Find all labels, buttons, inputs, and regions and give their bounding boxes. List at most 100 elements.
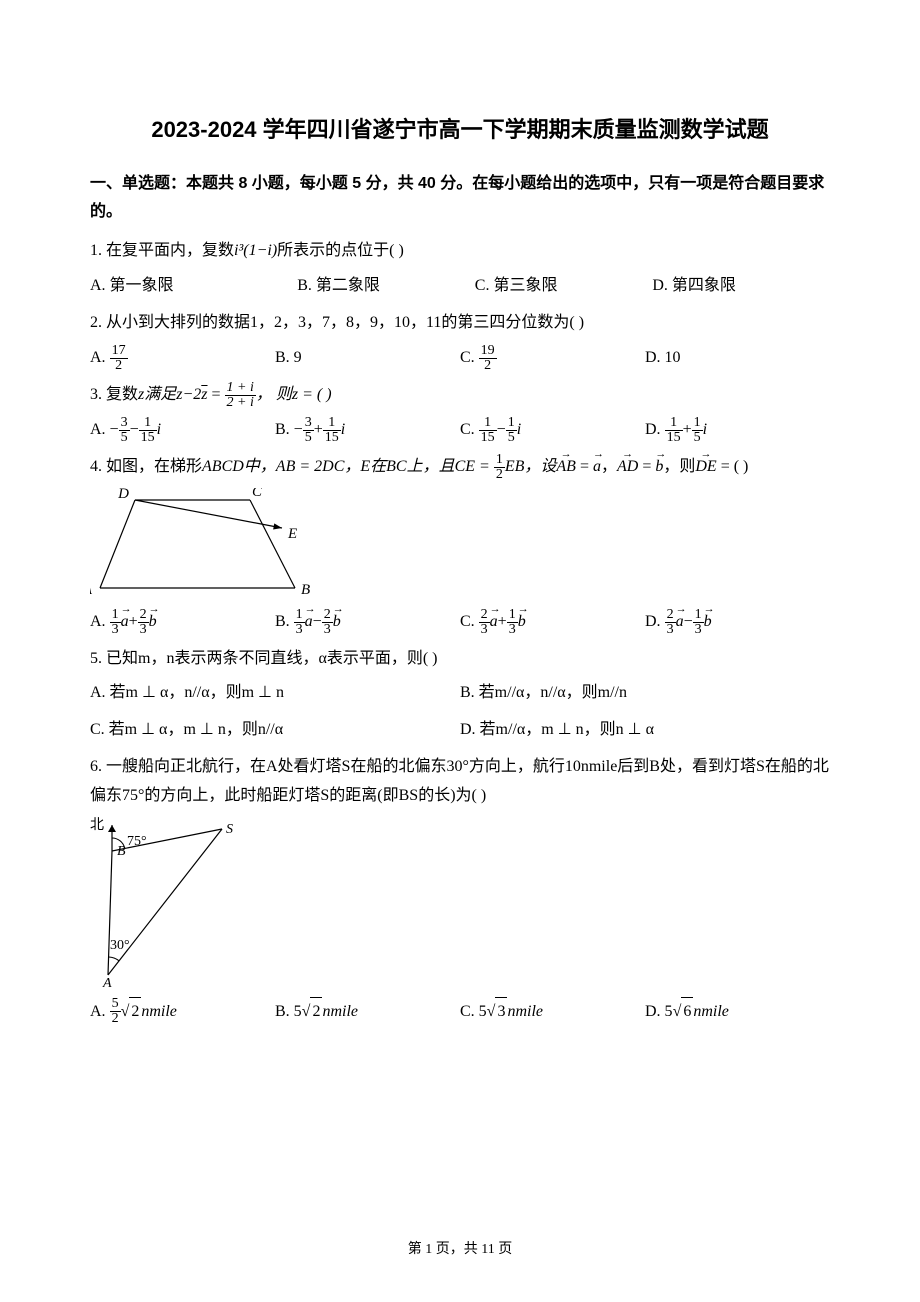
svg-text:A: A: [90, 582, 93, 598]
question-1: 1. 在复平面内，复数i³(1−i)所表示的点位于( ) A. 第一象限 B. …: [90, 237, 830, 301]
q2-optA-frac: 172: [110, 344, 128, 373]
q3D-post: i: [703, 421, 707, 438]
q6A-post: nmile: [141, 1003, 177, 1020]
q3D-pre: D.: [645, 421, 665, 438]
q3C-f2: 15: [506, 416, 517, 445]
q4-options: A. 13a+23b B. 13a−23b C. 23a+13b D. 23a−…: [90, 608, 830, 637]
q3B-f2d: 15: [323, 431, 341, 445]
q3-frac: 1 + i2 + i: [225, 381, 256, 410]
page: 2023-2024 学年四川省遂宁市高一下学期期末质量监测数学试题 一、单选题：…: [0, 0, 920, 1302]
q3-optD: D. 115+15i: [645, 416, 830, 445]
q4B-mid: −: [313, 613, 322, 630]
q4D-mid: −: [684, 613, 693, 630]
q6A-fn: 5: [110, 997, 121, 1012]
q2-options: A. 172 B. 9 C. 192 D. 10: [90, 344, 830, 373]
svg-text:30°: 30°: [110, 938, 130, 953]
q3A-f2d: 15: [139, 431, 157, 445]
footer-post: 页: [495, 1242, 513, 1257]
q3D-f1n: 1: [665, 416, 683, 431]
q2-optC-num: 19: [479, 344, 497, 359]
q4A-f2n: 2: [138, 608, 149, 623]
q4C-vb: b: [518, 608, 526, 637]
q6A-frac: 52: [110, 997, 121, 1026]
q3A-mid: −: [130, 421, 139, 438]
q6B-post: nmile: [322, 1003, 358, 1020]
q1-optD: D. 第四象限: [652, 272, 830, 301]
q3B-f2n: 1: [323, 416, 341, 431]
q4D-f1n: 2: [665, 608, 676, 623]
svg-text:S: S: [226, 822, 233, 837]
q6D-radic: √6: [673, 997, 694, 1027]
q4A-f1: 13: [110, 608, 121, 637]
footer-total: 11: [481, 1242, 494, 1257]
q3-options: A. −35−115i B. −35+115i C. 115−15i D. 11…: [90, 416, 830, 445]
q5-text: 5. 已知m，n表示两条不同直线，α表示平面，则( ): [90, 645, 830, 674]
q4-fd: 2: [494, 468, 505, 482]
q4A-pre: A.: [90, 613, 110, 630]
q6C-post: nmile: [507, 1003, 543, 1020]
q4-optD: D. 23a−13b: [645, 608, 830, 637]
q6B-rad: 2: [310, 997, 322, 1027]
q1-text: 1. 在复平面内，复数i³(1−i)所表示的点位于( ): [90, 237, 830, 266]
q3D-mid: +: [683, 421, 692, 438]
q6B-radic: √2: [302, 997, 323, 1027]
q4-fn: 1: [494, 453, 505, 468]
q6A-rad: 2: [129, 997, 141, 1027]
q4-vec1: AB: [556, 453, 576, 482]
q4B-f2d: 3: [322, 623, 333, 637]
q6A-fd: 2: [110, 1012, 121, 1026]
q4A-va: a: [121, 608, 129, 637]
q3B-mid: +: [314, 421, 323, 438]
q3-pre: 3. 复数: [90, 386, 138, 403]
svg-text:D: D: [117, 488, 129, 502]
q3D-f2n: 1: [692, 416, 703, 431]
q4C-pre: C.: [460, 613, 479, 630]
q3C-f1d: 15: [479, 431, 497, 445]
q4-frac: 12: [494, 453, 505, 482]
q6-optC: C. 5√3nmile: [460, 997, 645, 1027]
q3C-pre: C.: [460, 421, 479, 438]
q1-optA: A. 第一象限: [90, 272, 297, 301]
q3-frac-den: 2 + i: [225, 396, 256, 410]
q4-veca: a: [593, 453, 601, 482]
q2-optA: A. 172: [90, 344, 275, 373]
q4-optC: C. 23a+13b: [460, 608, 645, 637]
q4B-f1: 13: [294, 608, 305, 637]
q3C-mid: −: [497, 421, 506, 438]
q4D-f2n: 1: [693, 608, 704, 623]
q4-eq2: =: [638, 458, 655, 475]
q2-optA-den: 2: [110, 359, 128, 373]
footer-mid: 页，共: [432, 1242, 481, 1257]
q2-optC-pre: C.: [460, 349, 479, 366]
q1-optB: B. 第二象限: [297, 272, 475, 301]
q4-figure: ABCDE: [90, 488, 320, 598]
svg-text:B: B: [117, 844, 126, 859]
q4-c2: ，则: [663, 458, 695, 475]
question-3: 3. 复数z满足z−2z = 1 + i2 + i， 则z = ( ) A. −…: [90, 381, 830, 445]
q4D-vb: b: [704, 608, 712, 637]
q5-optA: A. 若m ⊥ α，n//α，则m ⊥ n: [90, 679, 460, 708]
q4-optB: B. 13a−23b: [275, 608, 460, 637]
q3B-post: i: [341, 421, 345, 438]
q3D-f1d: 15: [665, 431, 683, 445]
svg-text:C: C: [252, 488, 263, 500]
q4-eq1: =: [576, 458, 593, 475]
q4B-f1n: 1: [294, 608, 305, 623]
q4-mid2: EB，设: [505, 458, 557, 475]
question-6: 6. 一艘船向正北航行，在A处看灯塔S在船的北偏东30°方向上，航行10nmil…: [90, 753, 830, 1026]
q1-math: i³(1−i): [234, 242, 277, 259]
q6-optB: B. 5√2nmile: [275, 997, 460, 1027]
q3C-f1: 115: [479, 416, 497, 445]
q4C-va: a: [490, 608, 498, 637]
q3A-pre: A. −: [90, 421, 119, 438]
svg-text:北: 北: [90, 817, 104, 833]
q2-optC: C. 192: [460, 344, 645, 373]
q4C-f1n: 2: [479, 608, 490, 623]
q2-optA-num: 17: [110, 344, 128, 359]
q1-optC: C. 第三象限: [475, 272, 653, 301]
q3B-f1d: 5: [303, 431, 314, 445]
q4A-vb: b: [149, 608, 157, 637]
q6B-pre: B. 5: [275, 1003, 302, 1020]
q3-eq: =: [208, 386, 225, 403]
q4D-va: a: [676, 608, 684, 637]
